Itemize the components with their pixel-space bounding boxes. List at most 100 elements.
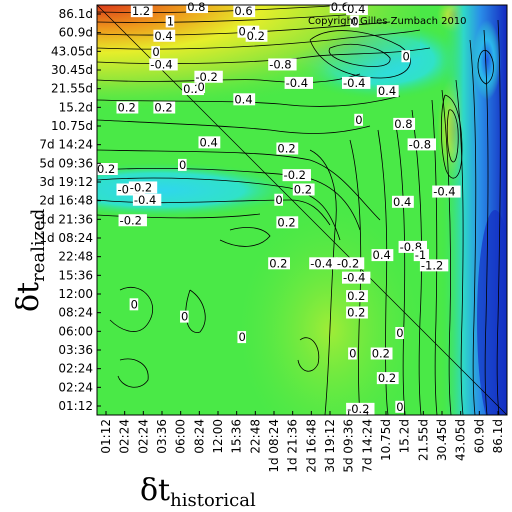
y-tick-label: 03:36 xyxy=(58,343,93,357)
contour-label: 0.4 xyxy=(346,2,368,16)
contour-label-text: 0.4 xyxy=(373,248,391,262)
contour-label-text: 0.2 xyxy=(347,306,365,320)
contour-label-bg xyxy=(348,347,357,360)
contour-label-bg xyxy=(376,372,399,385)
y-axis-ticks: 86.1d 60.9d 43.05d 30.45d 21.55d 15.2d 10.75d 7… xyxy=(39,7,101,413)
contour-label: 0 xyxy=(196,80,206,94)
x-tick-label: 1d 21:36 xyxy=(286,419,300,473)
y-axis-title: δtrealized xyxy=(11,209,49,312)
x-axis-title-main: δt xyxy=(140,473,170,508)
contour-label-text: -0.4 xyxy=(150,57,172,71)
contour-label: 0.2 xyxy=(276,215,299,229)
contour-label: -0.4 xyxy=(284,76,313,90)
contour-label-bg xyxy=(376,85,399,98)
contour-label-text: -0.4 xyxy=(433,185,455,199)
contour-label: -0.8 xyxy=(268,57,297,71)
contour-label: 0.2 xyxy=(346,306,368,320)
contour-label-text: 0.2 xyxy=(269,256,287,270)
contour-label: 0.4 xyxy=(153,29,176,43)
contour-label-text: 1 xyxy=(167,14,174,28)
contour-label: 0 xyxy=(237,330,247,344)
contour-label-bg xyxy=(153,29,176,42)
contour-label: 0.2 xyxy=(268,256,290,270)
contour-label: 0.4 xyxy=(376,84,399,98)
y-tick-label: 1d 08:24 xyxy=(39,231,93,245)
contour-label-bg xyxy=(151,46,160,59)
contour-label-bg xyxy=(419,259,449,272)
contour-label-bg xyxy=(329,1,352,14)
contour-label: -0.4 xyxy=(342,76,371,90)
contour-label: -0.2 xyxy=(194,70,223,84)
contour-label-text: 0 xyxy=(179,158,186,172)
contour-label: 0 xyxy=(395,400,404,414)
contour-label-bg xyxy=(354,113,363,126)
contour-label: -0.8 xyxy=(407,137,436,151)
x-axis-title: δthistorical xyxy=(140,473,256,511)
contour-label-bg xyxy=(268,58,297,71)
contour-label: -0.4 xyxy=(432,185,461,199)
x-tick-label: 12:00 xyxy=(211,419,225,454)
contour-label-bg xyxy=(350,15,359,28)
contour-label-text: 1.2 xyxy=(132,4,150,18)
contour-label: 0.4 xyxy=(233,92,256,106)
x-tick-label: 3d 19:12 xyxy=(323,419,337,473)
contour-label-bg xyxy=(198,136,221,149)
contour-label: 1 xyxy=(165,14,175,28)
contour-label: -0.2 xyxy=(118,213,147,227)
contour-label-bg xyxy=(196,81,206,93)
contour-label-text: -0.4 xyxy=(310,256,332,270)
y-tick-label: 22:48 xyxy=(58,250,93,264)
contour-label-text: 0 xyxy=(396,326,403,340)
contour-label-bg xyxy=(393,117,416,130)
x-axis-title-sub: historical xyxy=(170,490,256,511)
contour-label: 0.8 xyxy=(186,0,208,14)
contour-label-bg xyxy=(395,327,404,339)
contour-label-bg xyxy=(116,101,139,114)
y-tick-label: 5d 09:36 xyxy=(39,156,93,170)
contour-label: 0 xyxy=(129,297,139,311)
x-tick-label: 08:24 xyxy=(192,419,206,454)
contour-label: 0 xyxy=(350,14,359,28)
contour-label-text: 0.2 xyxy=(372,347,390,361)
contour-label-text: 0.4 xyxy=(393,195,411,209)
contour-label: 1.2 xyxy=(130,4,153,18)
contour-label-bg xyxy=(194,70,223,83)
contour-label-bg xyxy=(346,3,368,16)
contour-label-text: 0.4 xyxy=(378,84,396,98)
contour-label-bg xyxy=(132,193,162,206)
y-tick-label: 08:24 xyxy=(58,306,93,320)
contour-label-text: 0.2 xyxy=(118,101,136,115)
contour-label-text: -0.4 xyxy=(134,193,156,207)
contour-label-text: 0.2 xyxy=(97,162,115,176)
contour-label-text: -0.2 xyxy=(347,402,369,416)
contour-label: -1.2 xyxy=(419,258,449,272)
contour-label: 0.6 xyxy=(329,0,352,14)
contour-label-bg xyxy=(413,249,429,262)
contour-label-text: -0.2 xyxy=(130,180,152,194)
contour-label-bg xyxy=(432,185,461,198)
y-tick-label: 02:24 xyxy=(58,380,93,394)
contour-label: 0.2 xyxy=(292,183,315,197)
contour-label-text: -0.2 xyxy=(284,168,306,182)
contour-label: 0 xyxy=(151,45,160,59)
contour-label: 0.2 xyxy=(370,347,393,361)
contour-label-text: 0.8 xyxy=(394,117,412,131)
x-tick-label: 5d 09:36 xyxy=(342,419,356,473)
y-axis-title-sub: realized xyxy=(28,209,49,282)
contour-labels: 1.210.80.40.60.40.20-0.4-0.8-0.2-0.40.60… xyxy=(96,0,461,416)
contour-label-bg xyxy=(276,142,299,155)
contour-label-bg xyxy=(233,93,256,106)
y-tick-label: 12:00 xyxy=(58,287,93,301)
contour-label-bg xyxy=(96,163,118,175)
x-tick-label: 86.1d xyxy=(491,419,505,453)
contour-label-bg xyxy=(401,50,411,63)
x-tick-label: 2d 16:48 xyxy=(304,419,318,473)
contour-label: 0.2 xyxy=(376,371,399,385)
contour-label-bg xyxy=(335,257,365,270)
contour-label-bg xyxy=(149,58,178,71)
contour-label-text: 0.6 xyxy=(234,4,252,18)
contour-label-text: 0 xyxy=(402,49,409,63)
contour-label-text: -0.4 xyxy=(286,76,308,90)
contour-label: -0.2 xyxy=(346,402,375,416)
contour-label-text: 0 xyxy=(355,113,362,127)
